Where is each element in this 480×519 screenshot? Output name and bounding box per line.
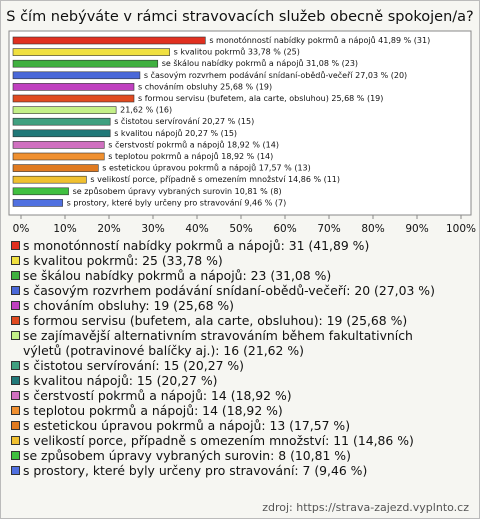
legend-item: s estetickou úpravou pokrmů a nápojů: 13… (11, 418, 451, 433)
legend-item: se způsobem úpravy vybraných surovin: 8 … (11, 448, 451, 463)
legend-label: s čerstvostí pokrmů a nápojů: 14 (18,92 … (23, 388, 292, 403)
legend-item: s chováním obsluhy: 19 (25,68 %) (11, 298, 451, 313)
legend-label: se způsobem úpravy vybraných surovin: 8 … (23, 448, 351, 463)
legend-label: s kvalitou pokrmů: 25 (33,78 %) (23, 253, 223, 268)
x-tick-label: 100% (446, 223, 476, 235)
legend-swatch (11, 466, 20, 475)
bar (12, 71, 141, 80)
legend-item: s prostory, které byly určeny pro stravo… (11, 463, 451, 478)
bar (12, 94, 135, 103)
legend-swatch (11, 436, 20, 445)
x-tick-label: 50% (229, 223, 252, 235)
legend-label: s velikostí porce, případně s omezením m… (23, 433, 414, 448)
bar-label: s formou servisu (bufetem, ala carte, ob… (138, 94, 383, 103)
legend-label: s chováním obsluhy: 19 (25,68 %) (23, 298, 235, 313)
legend-item: s čistotou servírování: 15 (20,27 %) (11, 358, 451, 373)
x-tick-label: 40% (185, 223, 208, 235)
legend-label: s časovým rozvrhem podávání snídaní-oběd… (23, 283, 435, 298)
legend-swatch (11, 331, 20, 340)
legend-swatch (11, 406, 20, 415)
bar (12, 36, 206, 45)
bar-label: s kvalitou nápojů 20,27 % (15) (114, 128, 237, 138)
legend-swatch (11, 286, 20, 295)
bar-label: s časovým rozvrhem podávání snídaní-oběd… (144, 70, 407, 80)
legend-item: s časovým rozvrhem podávání snídaní-oběd… (11, 283, 451, 298)
legend-label: s prostory, které byly určeny pro stravo… (23, 463, 368, 478)
bar-label: s monotónností nabídky pokrmů a nápojů 4… (209, 35, 430, 45)
bar (12, 175, 87, 184)
bar-label: se škálou nabídky pokrmů a nápojů 31,08 … (162, 58, 358, 68)
legend-swatch (11, 361, 20, 370)
legend-item: se škálou nabídky pokrmů a nápojů: 23 (3… (11, 268, 451, 283)
legend-label: s monotónností nabídky pokrmů a nápojů: … (23, 238, 370, 253)
bar (12, 117, 111, 126)
bar-label: s chováním obsluhy 25,68 % (19) (138, 82, 272, 91)
x-tick-label: 60% (273, 223, 296, 235)
bar-label: s velikostí porce, případně s omezením m… (90, 175, 340, 184)
bar-label: s čerstvostí pokrmů a nápojů 18,92 % (14… (108, 139, 279, 149)
bar (12, 106, 117, 114)
legend-label: s formou servisu (bufetem, ala carte, ob… (23, 313, 408, 328)
legend-item: s čerstvostí pokrmů a nápojů: 14 (18,92 … (11, 388, 451, 403)
legend-swatch (11, 241, 20, 250)
legend-swatch (11, 376, 20, 385)
legend-item: s formou servisu (bufetem, ala carte, ob… (11, 313, 451, 328)
bar (12, 83, 135, 91)
bar (12, 129, 111, 138)
legend-item: s teplotou pokrmů a nápojů: 14 (18,92 %) (11, 403, 451, 418)
bar (12, 48, 170, 56)
x-tick-label: 30% (141, 223, 164, 235)
legend-swatch (11, 391, 20, 400)
bar (12, 199, 63, 207)
x-tick-label: 90% (405, 223, 428, 235)
legend-swatch (11, 421, 20, 430)
legend-item: s kvalitou pokrmů: 25 (33,78 %) (11, 253, 451, 268)
bar (12, 59, 159, 68)
x-tick-label: 20% (97, 223, 120, 235)
source: zdroj: https://strava-zajezd.vyplnto.cz (262, 501, 469, 514)
legend-item: s kvalitou nápojů: 15 (20,27 %) (11, 373, 451, 388)
legend-label: se zajímavější alternativním stravováním… (23, 328, 413, 358)
legend-item: s velikostí porce, případně s omezením m… (11, 433, 451, 448)
legend-swatch (11, 271, 20, 280)
x-tick-label: 10% (53, 223, 76, 235)
x-tick-label: 80% (361, 223, 384, 235)
x-tick-label: 70% (317, 223, 340, 235)
legend-label: se škálou nabídky pokrmů a nápojů: 23 (3… (23, 268, 332, 283)
legend-label: s teplotou pokrmů a nápojů: 14 (18,92 %) (23, 403, 283, 418)
bar-label: s kvalitou pokrmů 33,78 % (25) (174, 47, 300, 57)
legend-label: s kvalitou nápojů: 15 (20,27 %) (23, 373, 218, 388)
legend-swatch (11, 316, 20, 325)
legend-label: s čistotou servírování: 15 (20,27 %) (23, 358, 245, 373)
legend-swatch (11, 256, 20, 265)
legend-swatch (11, 451, 20, 460)
legend: s monotónností nabídky pokrmů a nápojů: … (11, 238, 451, 478)
chart-title: S čím nebýváte v rámci stravovacích služ… (6, 9, 473, 25)
bar-label: s prostory, které byly určeny pro stravo… (67, 197, 287, 207)
legend-item: se zajímavější alternativním stravováním… (11, 328, 451, 358)
bar (12, 152, 105, 161)
bar-label: se způsobem úpravy vybraných surovin 10,… (73, 186, 282, 196)
legend-item: s monotónností nabídky pokrmů a nápojů: … (11, 238, 451, 253)
bar (12, 141, 105, 149)
bar-label: s estetickou úpravou pokrmů a nápojů 17,… (102, 163, 310, 173)
legend-swatch (11, 301, 20, 310)
x-tick-label: 0% (13, 223, 30, 235)
legend-label: s estetickou úpravou pokrmů a nápojů: 13… (23, 418, 351, 433)
bar (12, 187, 69, 196)
bar-label: 21,62 % (16) (120, 106, 172, 115)
bar (12, 164, 99, 172)
bar-label: s teplotou pokrmů a nápojů 18,92 % (14) (108, 151, 273, 161)
bar-label: s čistotou servírování 20,27 % (15) (114, 116, 254, 126)
